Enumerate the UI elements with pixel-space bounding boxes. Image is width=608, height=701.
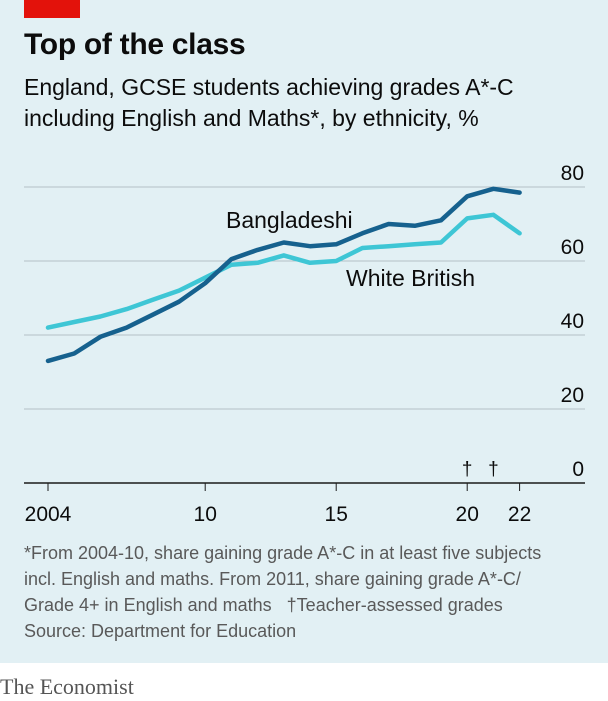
dagger-mark: † <box>488 459 499 480</box>
y-tick-label: 80 <box>561 162 584 185</box>
footnote-dagger-note: †Teacher-assessed grades <box>286 595 503 615</box>
chart-subtitle: England, GCSE students achieving grades … <box>24 74 514 131</box>
brand-red-tag <box>24 0 80 18</box>
y-tick-label: 60 <box>561 236 584 259</box>
footnotes: *From 2004-10, share gaining grade A*-C … <box>24 540 599 644</box>
source-note: Source: Department for Education <box>24 621 297 641</box>
line-chart: 0 20 40 60 80 2004 10 15 20 22 † † White British Bang… <box>24 162 585 526</box>
y-tick-label: 0 <box>572 458 584 481</box>
series-label-bangladeshi: Bangladeshi <box>226 207 353 233</box>
chart-title: Top of the class <box>24 28 246 61</box>
x-tick-label: 2004 <box>25 503 72 526</box>
dagger-mark: † <box>462 459 473 480</box>
x-tick-label: 22 <box>508 503 531 526</box>
footnote-grade-text: Grade 4+ in English and maths <box>24 595 272 615</box>
footnote-line-2: incl. English and maths. From 2011, shar… <box>24 569 521 589</box>
y-tick-label: 20 <box>561 384 584 407</box>
footnote-line-3: Grade 4+ in English and maths †Teacher-a… <box>24 592 599 618</box>
x-tick-label: 20 <box>456 503 479 526</box>
series-label-white-british: White British <box>346 265 475 291</box>
chart-panel <box>0 0 608 663</box>
y-tick-label: 40 <box>561 310 584 333</box>
x-tick-label: 10 <box>194 503 217 526</box>
x-tick-label: 15 <box>325 503 348 526</box>
footnote-line-1: *From 2004-10, share gaining grade A*-C … <box>24 543 542 563</box>
economist-logo: The Economist <box>0 674 134 699</box>
